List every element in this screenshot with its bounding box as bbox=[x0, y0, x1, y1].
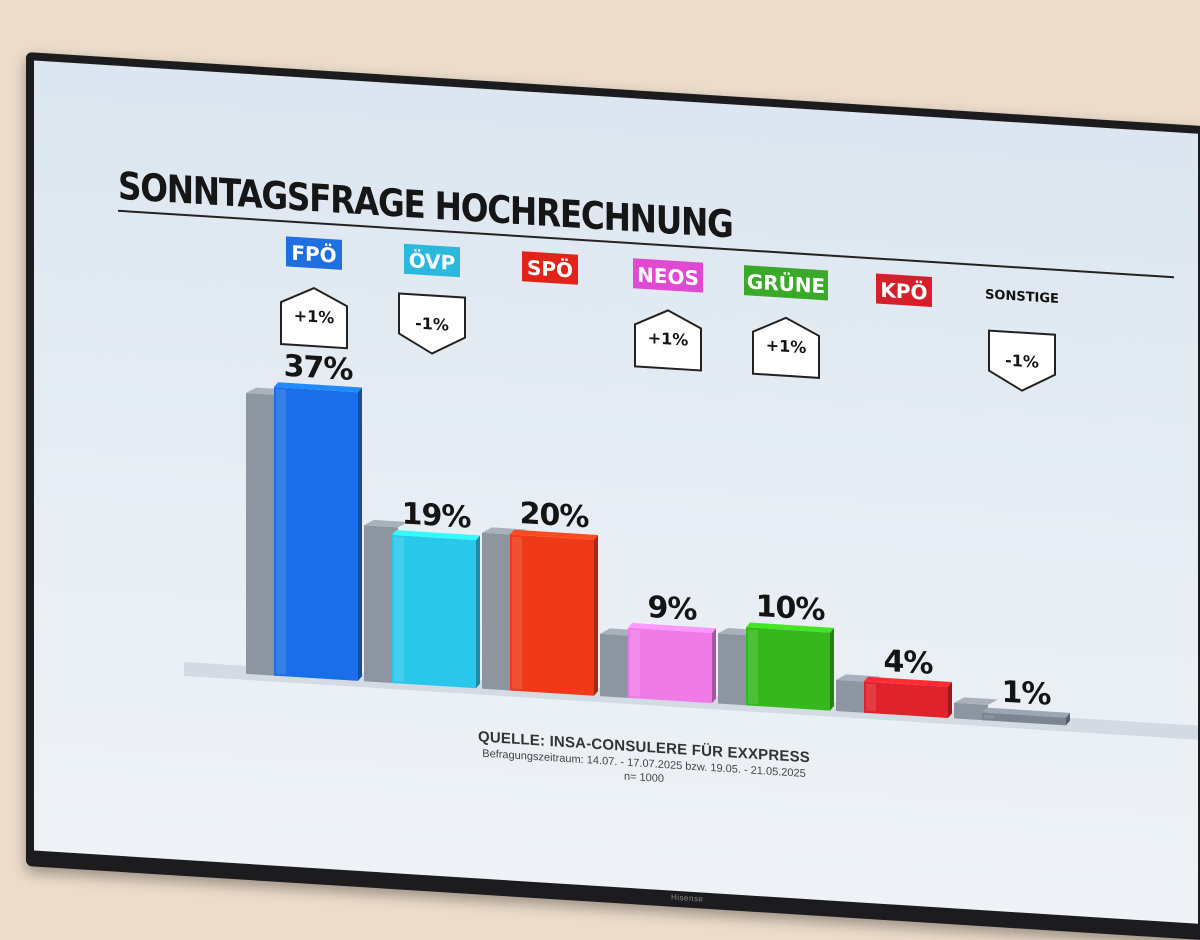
change-value-fpö: +1% bbox=[294, 306, 335, 328]
bar-top-grüne bbox=[746, 622, 834, 633]
bar-spö bbox=[510, 534, 594, 696]
bar-kpö bbox=[864, 681, 948, 719]
party-label-bg-kpö bbox=[876, 273, 932, 308]
change-value-neos: +1% bbox=[648, 328, 689, 350]
party-label-bg-spö bbox=[522, 251, 578, 285]
bar-side-övp bbox=[476, 535, 480, 689]
bar-highlight-grüne bbox=[748, 629, 758, 705]
bar-fpö bbox=[274, 387, 358, 681]
previous-bar-grüne bbox=[718, 633, 752, 706]
tv-screen: SONNTAGSFRAGE HOCHRECHNUNG 37% FPÖ +1% 19% Ö… bbox=[34, 60, 1198, 924]
previous-bar-spö bbox=[482, 532, 516, 691]
bar-side-neos bbox=[712, 628, 716, 704]
change-badge-neos bbox=[634, 309, 702, 372]
bar-side-kpö bbox=[948, 682, 952, 719]
party-label-fpö: FPÖ bbox=[291, 241, 336, 268]
bar-top-övp bbox=[392, 530, 480, 541]
party-label-bg-neos bbox=[633, 258, 703, 293]
previous-bar-övp bbox=[364, 525, 398, 684]
bar-top-neos bbox=[628, 622, 716, 633]
party-label-bg-grüne bbox=[744, 265, 828, 301]
change-value-grüne: +1% bbox=[766, 336, 807, 358]
previous-bar-top-sonstige bbox=[954, 697, 998, 705]
bar-highlight-sonstige bbox=[984, 714, 994, 719]
previous-bar-sonstige bbox=[954, 702, 988, 721]
party-label-neos: NEOS bbox=[637, 262, 699, 290]
value-label-sonstige: 1% bbox=[1002, 675, 1052, 713]
previous-bar-top-övp bbox=[364, 519, 408, 528]
tv-brand-logo: Hisense bbox=[671, 892, 704, 904]
change-badge-övp bbox=[398, 292, 466, 355]
bar-övp bbox=[392, 534, 476, 689]
party-label-bg-fpö bbox=[286, 236, 342, 270]
bar-side-grüne bbox=[830, 627, 834, 711]
value-label-kpö: 4% bbox=[884, 644, 934, 682]
bar-highlight-fpö bbox=[276, 389, 286, 675]
party-label-bg-övp bbox=[404, 243, 460, 278]
bar-top-sonstige bbox=[982, 707, 1070, 718]
party-label-kpö: KPÖ bbox=[880, 278, 927, 305]
bar-top-kpö bbox=[864, 676, 952, 687]
bar-highlight-spö bbox=[512, 536, 522, 690]
change-value-övp: -1% bbox=[415, 313, 449, 334]
change-badge-fpö bbox=[280, 287, 348, 350]
value-label-övp: 19% bbox=[402, 496, 472, 535]
previous-bar-neos bbox=[600, 633, 634, 699]
party-label-sonstige: SONSTIGE bbox=[985, 287, 1059, 307]
value-label-fpö: 37% bbox=[284, 349, 354, 388]
previous-bar-fpö bbox=[246, 393, 280, 676]
bar-top-fpö bbox=[274, 382, 362, 393]
bar-neos bbox=[628, 627, 712, 704]
bar-side-sonstige bbox=[1066, 712, 1070, 726]
change-badge-sonstige bbox=[988, 329, 1056, 392]
party-label-grüne: GRÜNE bbox=[747, 269, 825, 298]
bar-chart: 37% FPÖ +1% 19% ÖVP -1% 20% SPÖ 9% NEOS +1% 10% GRÜN… bbox=[184, 236, 1198, 740]
party-label-spö: SPÖ bbox=[527, 256, 573, 283]
previous-bar-kpö bbox=[836, 679, 870, 714]
bar-side-fpö bbox=[358, 387, 362, 681]
change-badge-grüne bbox=[752, 316, 820, 379]
bar-sonstige bbox=[982, 712, 1066, 726]
tv-frame: SONNTAGSFRAGE HOCHRECHNUNG 37% FPÖ +1% 19% Ö… bbox=[26, 52, 1200, 940]
party-label-övp: ÖVP bbox=[409, 248, 456, 275]
value-label-neos: 9% bbox=[648, 590, 698, 628]
value-label-spö: 20% bbox=[520, 496, 590, 535]
bar-highlight-kpö bbox=[866, 683, 876, 712]
change-value-sonstige: -1% bbox=[1005, 351, 1039, 372]
bar-grüne bbox=[746, 627, 830, 711]
bar-highlight-övp bbox=[394, 536, 404, 682]
value-label-grüne: 10% bbox=[756, 589, 826, 628]
bar-side-spö bbox=[594, 534, 598, 696]
bar-top-spö bbox=[510, 529, 598, 540]
bar-highlight-neos bbox=[630, 629, 640, 697]
